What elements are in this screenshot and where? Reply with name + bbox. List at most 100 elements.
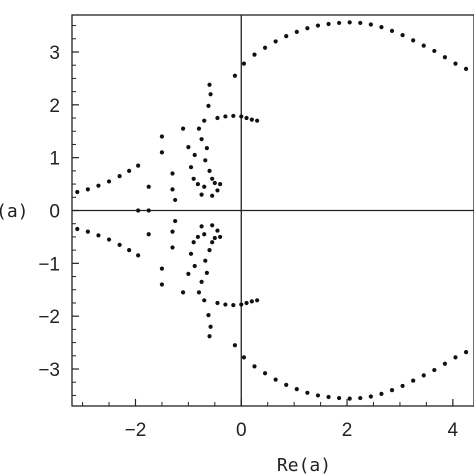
data-point [273,39,278,44]
data-point [411,38,416,43]
data-point [207,248,212,253]
data-point [337,20,342,26]
data-point [389,28,395,33]
data-point [347,396,352,401]
data-point [146,184,151,189]
data-point [170,245,175,250]
data-point [358,20,363,26]
data-point [146,208,151,213]
data-point [186,144,191,150]
data-point [159,134,165,139]
data-point [199,279,204,284]
data-point [180,290,186,295]
data-point [186,271,191,277]
data-point [368,22,373,27]
data-point [196,126,202,131]
data-point [199,192,204,197]
data-point [223,302,228,307]
data-point [196,290,202,295]
data-point [136,208,141,213]
data-point [231,113,236,119]
y-tick-label: −1 [38,254,60,275]
data-point [180,126,186,131]
data-point [207,82,212,87]
data-point [191,240,196,245]
data-point [358,395,363,401]
data-point [170,187,175,192]
data-point [96,233,101,238]
data-point [199,224,204,229]
y-tick-label: −3 [38,360,60,381]
data-point [202,298,207,303]
data-point [159,150,165,155]
data-point [400,32,405,38]
data-point [305,26,310,31]
data-point [127,168,132,173]
data-point [207,168,212,173]
y-tick-label: −2 [38,307,60,328]
x-tick-label: 4 [448,420,459,441]
data-point [442,55,448,60]
data-point [379,25,384,30]
tick-labels: −2 0 2 4 −3 −2 −1 0 1 2 3 [38,43,458,441]
data-point [315,393,321,398]
data-point [170,229,175,234]
data-point [170,171,175,176]
data-point [218,234,223,240]
data-point [85,187,90,192]
data-point [347,20,352,25]
data-point [294,386,299,392]
data-point [215,228,220,233]
data-point [127,248,132,253]
data-point [173,197,178,203]
data-point [255,298,260,303]
data-point [326,394,331,400]
data-point [192,263,197,269]
data-point [239,302,244,307]
data-point [159,266,165,271]
data-point [231,302,236,308]
data-point [117,174,122,179]
data-point [204,270,209,275]
data-point [252,364,257,369]
data-point [208,324,213,329]
data-point [210,223,215,228]
data-point [244,300,249,306]
data-point [223,114,228,119]
data-point [421,43,426,48]
data-point [207,334,212,339]
data-point [208,92,213,97]
data-point [453,61,458,66]
data-point [305,390,310,395]
data-point [188,165,194,170]
data-point [96,183,101,188]
data-point [212,180,217,186]
data-point [136,163,141,168]
data-point [199,137,204,142]
data-point [215,115,220,121]
data-point [255,118,260,123]
data-point [379,391,384,396]
data-point [192,152,197,158]
data-point [389,388,395,393]
data-point [252,52,257,57]
data-point [232,73,238,78]
data-point [241,355,247,360]
data-point [106,179,112,184]
data-point [215,300,220,306]
data-point [232,343,238,348]
data-point [191,176,196,181]
data-point [239,114,244,119]
data-point [262,45,268,50]
data-point [203,258,208,263]
data-point [206,103,211,108]
y-tick-label: 0 [49,202,60,223]
data-point [368,394,373,399]
data-point [206,313,211,318]
data-point [106,237,112,242]
data-point [463,66,469,71]
data-point [202,184,207,189]
data-point [218,181,223,187]
data-point [204,146,209,151]
data-point [273,377,278,382]
